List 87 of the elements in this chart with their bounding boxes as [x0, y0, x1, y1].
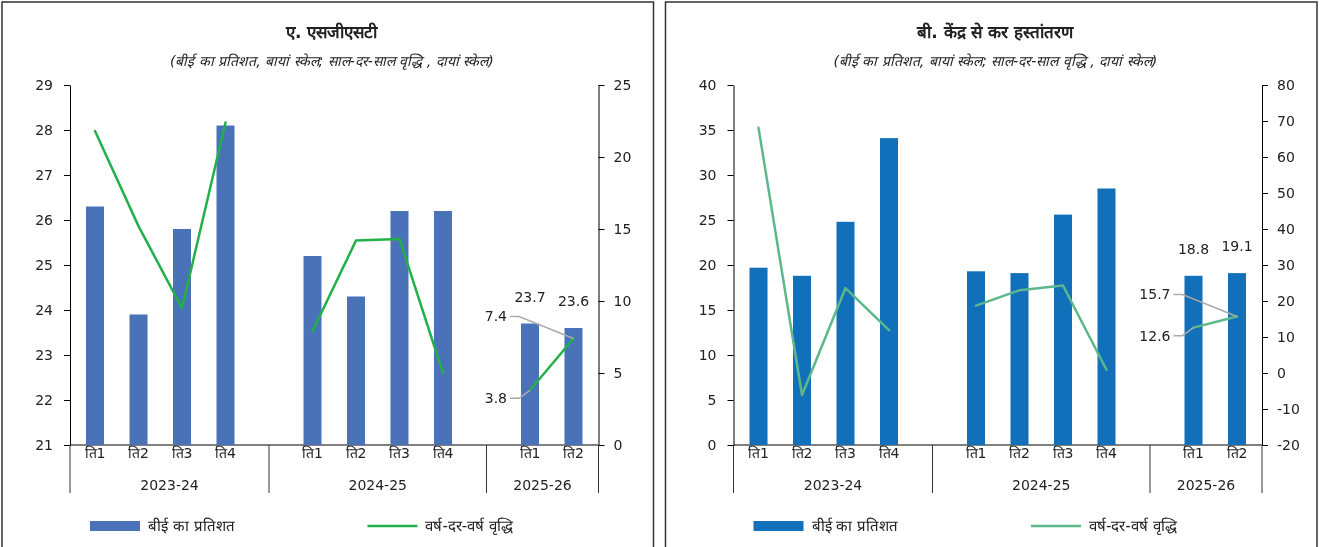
y2-tick-label: 10: [613, 292, 632, 309]
y-tick-label: 30: [698, 166, 717, 183]
x-tick-label: ति4: [215, 445, 237, 461]
bar: [880, 138, 899, 445]
x-tick-label: ति1: [1183, 445, 1204, 461]
y-tick-label: 23: [35, 346, 53, 363]
y-tick-label: 29: [35, 76, 53, 93]
y-tick-label: 28: [35, 121, 53, 138]
bar: [1010, 273, 1029, 445]
bar: [749, 267, 768, 445]
y2-tick-label: 15: [613, 220, 632, 237]
y-tick-label: 24: [35, 301, 54, 318]
y2-tick-label: 40: [1277, 220, 1295, 237]
y-tick-label: 22: [35, 391, 53, 408]
chart-subtitle: (बीई का प्रतिशत, बायां स्केल; साल-दर-साल वृद्धि , दायां स्केल): [169, 53, 494, 70]
text: 2024-25: [1012, 477, 1071, 493]
y2-tick-label: 30: [1277, 256, 1295, 273]
y2-tick-label: 20: [613, 148, 632, 165]
x-tick-label: ति1: [748, 445, 769, 461]
y-tick-label: 5: [707, 391, 717, 408]
data-label: 7.4: [484, 308, 508, 325]
x-tick-label: ति1: [84, 445, 106, 461]
bar: [793, 275, 812, 445]
y-tick-label: 27: [35, 166, 53, 183]
data-label: 19.1: [1221, 238, 1253, 255]
y-tick-label: 10: [698, 346, 717, 363]
chart-subtitle: (बीई का प्रतिशत, बायां स्केल; साल-दर-साल वृद्धि , दायां स्केल): [833, 53, 1158, 70]
y2-tick-label: 10: [1277, 328, 1295, 345]
bar: [1054, 214, 1072, 445]
x-tick-label: ति2: [1009, 445, 1030, 461]
chart-title: बी. केंद्र से कर हस्तांतरण: [916, 22, 1075, 42]
y-tick-label: 40: [698, 76, 717, 93]
y2-tick-label: 80: [1277, 76, 1295, 93]
data-label: 23.6: [557, 293, 590, 309]
x-tick-label: ति2: [1226, 445, 1248, 461]
x-tick-label: ति1: [302, 445, 323, 461]
data-label: 12.6: [1139, 327, 1171, 344]
x-tick-label: ति1: [519, 445, 541, 461]
y2-tick-label: -10: [1277, 400, 1300, 417]
y2-tick-label: 25: [613, 76, 632, 93]
y2-tick-label: 70: [1277, 112, 1295, 129]
y-tick-label: 15: [698, 301, 717, 318]
text: 2025-26: [513, 477, 572, 493]
bar: [1184, 275, 1203, 445]
x-tick-label: ति4: [878, 445, 900, 461]
x-tick-label: ति2: [128, 445, 149, 461]
y-tick-label: 21: [35, 436, 53, 453]
x-tick-label: ति3: [389, 445, 410, 461]
bar: [1097, 188, 1116, 445]
x-tick-label: ति4: [1096, 445, 1118, 461]
bar: [1227, 273, 1246, 445]
x-tick-label: ति2: [791, 445, 813, 461]
y2-tick-label: -20: [1277, 436, 1300, 453]
x-tick-label: ति3: [171, 445, 193, 461]
y2-tick-label: 20: [1277, 292, 1295, 309]
bar: [967, 271, 985, 445]
legend-label: बीई का प्रतिशत: [148, 517, 235, 535]
y-tick-label: 35: [698, 121, 717, 138]
x-tick-label: ति2: [345, 445, 367, 461]
y-tick-label: 0: [707, 436, 717, 453]
x-tick-label: ति3: [835, 445, 856, 461]
legend-label: वर्ष-दर-वर्ष वृद्धि: [425, 517, 515, 536]
y2-tick-label: 60: [1277, 148, 1295, 165]
y2-tick-label: 0: [613, 436, 623, 453]
x-tick-label: ति3: [1052, 445, 1074, 461]
y-tick-label: 25: [698, 211, 717, 228]
legend-label: वर्ष-दर-वर्ष वृद्धि: [1088, 517, 1178, 536]
text: 2024-25: [348, 477, 407, 493]
x-tick-label: ति1: [965, 445, 987, 461]
data-label: 3.8: [484, 390, 507, 407]
chart-title: ए. एसजीएसटी: [285, 22, 379, 42]
text: 2023-24: [140, 477, 199, 493]
text: 2023-24: [803, 477, 863, 493]
y-tick-label: 25: [35, 256, 53, 273]
text: 2025-26: [1176, 477, 1236, 493]
x-tick-label: ति2: [563, 445, 584, 461]
data-label: 23.7: [514, 288, 546, 305]
y-tick-label: 20: [698, 256, 717, 273]
legend-label: बीई का प्रतिशत: [811, 517, 899, 535]
y2-tick-label: 5: [613, 364, 623, 381]
y2-tick-label: 0: [1277, 364, 1286, 381]
y-tick-label: 26: [35, 211, 54, 228]
bar: [836, 221, 855, 445]
data-label: 18.8: [1177, 240, 1210, 257]
x-tick-label: ति4: [432, 445, 454, 461]
y2-tick-label: 50: [1277, 184, 1295, 201]
data-label: 15.7: [1139, 286, 1171, 303]
